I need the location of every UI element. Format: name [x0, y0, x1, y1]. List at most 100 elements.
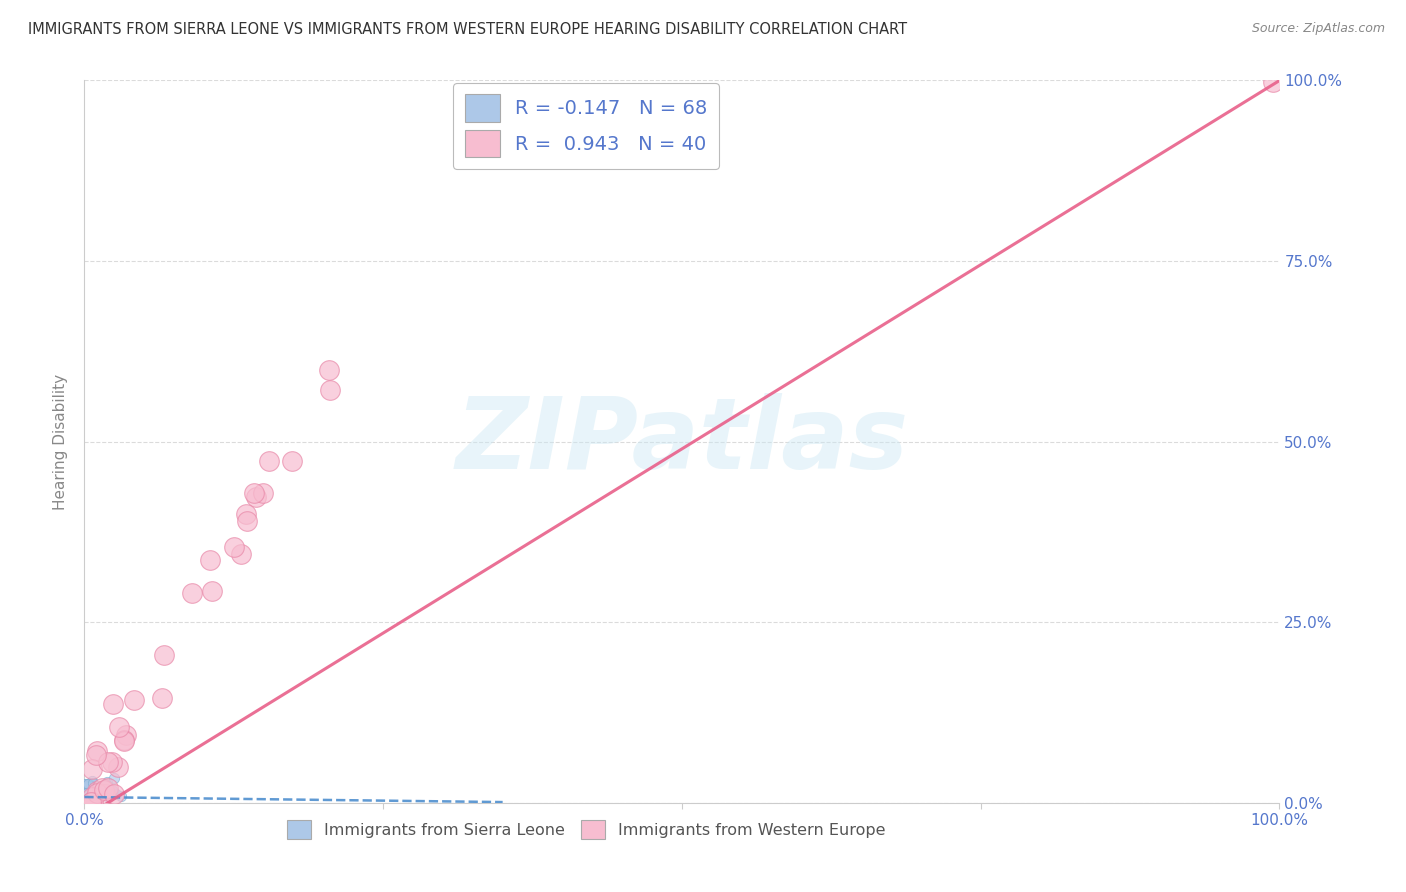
Point	[79, 788, 101, 802]
Point	[181, 586, 204, 600]
Point	[1263, 75, 1285, 89]
Point	[101, 784, 124, 798]
Point	[82, 777, 104, 791]
Point	[75, 787, 97, 801]
Point	[79, 781, 101, 796]
Point	[73, 786, 96, 800]
Point	[84, 786, 107, 800]
Point	[97, 780, 120, 795]
Point	[252, 486, 274, 500]
Point	[80, 785, 103, 799]
Point	[73, 780, 96, 794]
Point	[75, 777, 97, 791]
Point	[101, 755, 124, 769]
Point	[97, 755, 120, 769]
Point	[93, 783, 115, 797]
Point	[87, 784, 110, 798]
Point	[110, 789, 132, 803]
Point	[80, 773, 103, 788]
Point	[76, 784, 98, 798]
Point	[79, 779, 101, 793]
Point	[94, 787, 117, 801]
Point	[79, 783, 101, 797]
Point	[101, 783, 124, 797]
Point	[80, 782, 103, 797]
Point	[222, 541, 245, 555]
Point	[77, 780, 100, 795]
Point	[75, 784, 97, 798]
Point	[77, 787, 100, 801]
Point	[236, 514, 259, 528]
Point	[76, 780, 98, 794]
Point	[243, 486, 266, 500]
Point	[470, 102, 492, 116]
Point	[75, 777, 97, 791]
Point	[76, 779, 98, 793]
Point	[80, 783, 103, 797]
Point	[198, 553, 221, 567]
Point	[79, 787, 101, 801]
Point	[103, 697, 125, 711]
Point	[108, 721, 131, 735]
Point	[80, 786, 103, 800]
Point	[84, 780, 107, 794]
Point	[86, 787, 108, 801]
Point	[77, 787, 100, 801]
Point	[73, 784, 96, 798]
Point	[87, 785, 110, 799]
Point	[82, 776, 104, 790]
Point	[90, 786, 112, 800]
Point	[98, 786, 121, 800]
Point	[84, 788, 107, 802]
Point	[83, 787, 105, 801]
Point	[231, 547, 253, 561]
Point	[77, 785, 100, 799]
Point	[79, 782, 101, 797]
Point	[77, 787, 100, 801]
Point	[86, 786, 108, 800]
Point	[89, 787, 111, 801]
Point	[318, 363, 340, 377]
Point	[122, 693, 145, 707]
Point	[76, 786, 98, 800]
Text: Source: ZipAtlas.com: Source: ZipAtlas.com	[1251, 22, 1385, 36]
Point	[84, 787, 107, 801]
Point	[235, 507, 257, 521]
Point	[77, 777, 100, 791]
Text: IMMIGRANTS FROM SIERRA LEONE VS IMMIGRANTS FROM WESTERN EUROPE HEARING DISABILIT: IMMIGRANTS FROM SIERRA LEONE VS IMMIGRAN…	[28, 22, 907, 37]
Point	[201, 584, 224, 599]
Point	[80, 784, 103, 798]
Point	[91, 780, 114, 795]
Point	[107, 760, 129, 774]
Point	[80, 780, 103, 795]
Y-axis label: Hearing Disability: Hearing Disability	[53, 374, 69, 509]
Point	[281, 454, 304, 468]
Point	[245, 490, 267, 504]
Point	[114, 728, 136, 742]
Point	[105, 787, 128, 801]
Point	[76, 787, 98, 801]
Point	[79, 795, 101, 809]
Point	[79, 784, 101, 798]
Point	[82, 795, 104, 809]
Point	[84, 780, 107, 794]
Point	[86, 783, 108, 797]
Point	[83, 785, 105, 799]
Text: ZIPatlas: ZIPatlas	[456, 393, 908, 490]
Point	[112, 733, 135, 747]
Point	[79, 778, 101, 792]
Point	[84, 747, 107, 762]
Point	[82, 779, 104, 793]
Point	[82, 790, 104, 805]
Point	[80, 786, 103, 800]
Point	[79, 787, 101, 801]
Point	[153, 648, 176, 663]
Point	[86, 788, 108, 802]
Point	[112, 734, 135, 748]
Point	[76, 787, 98, 801]
Point	[75, 778, 97, 792]
Point	[96, 789, 118, 803]
Point	[96, 774, 118, 789]
Point	[86, 785, 108, 799]
Point	[80, 795, 103, 809]
